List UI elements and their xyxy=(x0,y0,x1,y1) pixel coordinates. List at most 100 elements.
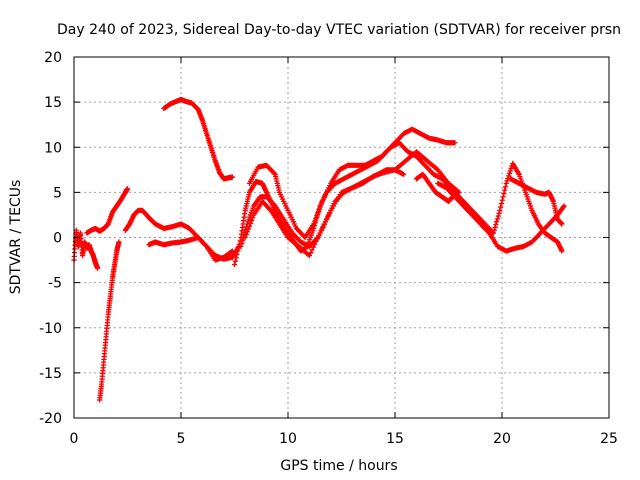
data-point xyxy=(507,168,513,174)
y-tick-label: 0 xyxy=(53,231,62,247)
data-point xyxy=(325,213,331,219)
series-track-early xyxy=(71,227,101,271)
x-axis-label: GPS time / hours xyxy=(280,458,397,474)
data-point xyxy=(233,255,239,261)
series-track-late-a xyxy=(435,180,567,254)
data-point xyxy=(321,221,327,228)
data-point xyxy=(503,180,509,186)
data-point xyxy=(314,212,320,219)
data-point xyxy=(490,230,497,236)
data-point xyxy=(310,244,317,250)
data-point xyxy=(491,227,497,233)
data-point xyxy=(309,247,315,253)
data-point xyxy=(504,178,510,184)
data-point xyxy=(313,215,319,221)
data-point xyxy=(242,234,248,241)
data-point xyxy=(506,173,512,179)
data-point xyxy=(314,236,321,242)
series-track-peak xyxy=(161,96,235,182)
data-point xyxy=(317,230,323,236)
data-point xyxy=(318,201,324,207)
data-point xyxy=(308,250,314,256)
data-point xyxy=(326,210,333,216)
data-point xyxy=(306,252,312,259)
x-tick-label: 25 xyxy=(600,431,618,447)
y-tick-label: -5 xyxy=(48,276,62,292)
grid-lines xyxy=(74,57,609,418)
y-axis-label: SDTVAR / TECUs xyxy=(8,180,24,295)
data-point xyxy=(499,197,505,203)
data-point xyxy=(124,186,131,192)
data-point xyxy=(235,248,241,254)
series-track-hump-a xyxy=(122,207,242,262)
data-point xyxy=(497,207,503,214)
data-point xyxy=(312,241,318,247)
data-point xyxy=(239,241,245,247)
data-point xyxy=(246,223,253,229)
data-point xyxy=(492,224,498,230)
y-tick-label: 15 xyxy=(44,95,62,111)
data-point xyxy=(316,233,322,239)
data-point xyxy=(502,187,508,193)
series-track-late-d xyxy=(413,171,456,204)
data-point xyxy=(508,165,514,172)
series-track-late-c xyxy=(507,176,565,227)
x-tick-label: 10 xyxy=(279,431,297,447)
x-tick-label: 15 xyxy=(386,431,404,447)
x-tick-label: 5 xyxy=(177,431,186,447)
data-point xyxy=(234,251,240,258)
series-track-drop xyxy=(97,239,122,403)
data-point xyxy=(116,239,122,245)
y-tick-label: -20 xyxy=(39,411,62,427)
data-point xyxy=(498,201,505,207)
data-point xyxy=(450,194,456,200)
data-point xyxy=(247,220,254,226)
data-point xyxy=(559,221,565,227)
x-tick-label: 0 xyxy=(70,431,79,447)
data-point xyxy=(493,221,499,228)
data-point xyxy=(311,221,317,227)
data-point xyxy=(313,238,319,245)
series-track-late-b xyxy=(490,160,565,254)
data-point xyxy=(500,194,506,200)
data-point xyxy=(232,258,238,264)
data-point xyxy=(400,171,407,177)
data-point xyxy=(231,261,238,268)
data-point xyxy=(498,204,504,210)
data-point xyxy=(243,232,249,238)
data-point xyxy=(238,243,244,250)
y-tick-label: 10 xyxy=(44,140,62,156)
data-point xyxy=(501,190,507,197)
chart-title: Day 240 of 2023, Sidereal Day-to-day VTE… xyxy=(57,22,621,38)
data-point xyxy=(559,248,565,254)
data-point xyxy=(494,219,500,225)
data-marks xyxy=(71,96,567,403)
data-point xyxy=(506,170,513,177)
data-point xyxy=(250,215,256,221)
data-point xyxy=(229,174,235,180)
series-track-wave-b xyxy=(238,167,407,250)
series-track-hump-b xyxy=(146,234,235,263)
data-point xyxy=(320,224,326,230)
axis-ticks: 0 5 10 15 20 25 -20 -15 -10 -5 0 5 10 15 20 xyxy=(39,50,618,447)
data-point xyxy=(315,210,321,216)
data-point xyxy=(229,248,235,254)
data-point xyxy=(494,216,501,222)
data-point xyxy=(239,238,246,244)
data-point xyxy=(495,213,501,219)
plot-frame xyxy=(73,56,610,419)
data-point xyxy=(317,204,323,210)
data-point xyxy=(94,265,101,271)
data-point xyxy=(244,229,250,235)
data-point xyxy=(316,207,322,213)
series-track-rise xyxy=(84,186,131,236)
data-point xyxy=(228,249,234,255)
data-point xyxy=(322,219,329,225)
y-tick-label: 5 xyxy=(53,185,62,201)
data-point xyxy=(452,140,458,146)
data-point xyxy=(502,184,509,190)
y-tick-label: 20 xyxy=(44,50,62,66)
data-point xyxy=(312,218,318,224)
x-tick-label: 20 xyxy=(493,431,511,447)
